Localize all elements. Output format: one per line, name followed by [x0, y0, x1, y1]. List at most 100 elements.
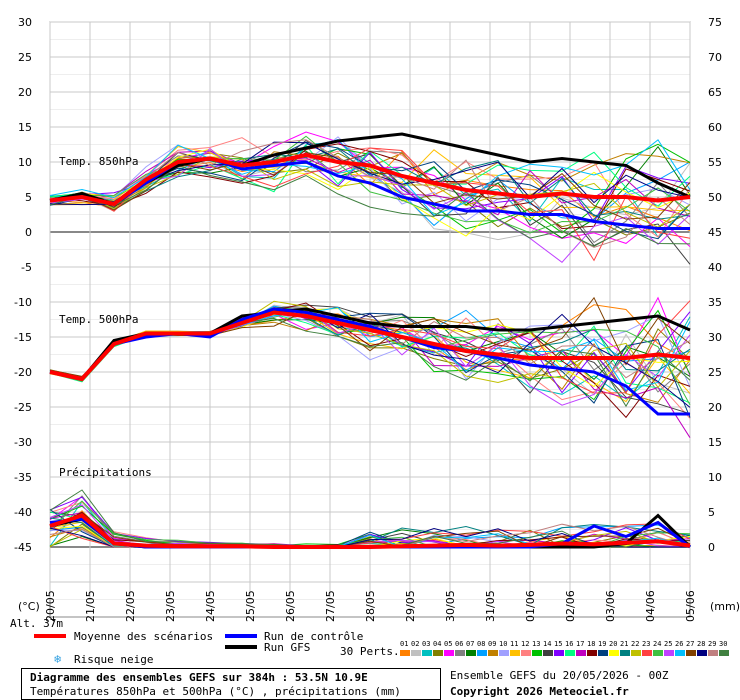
pert-number: 28	[697, 640, 705, 648]
pert-number: 07	[466, 640, 474, 648]
pert-swatch	[488, 650, 498, 656]
y-tick-right: 10	[708, 471, 722, 484]
label-precip: Précipitations	[59, 466, 152, 479]
y-tick-left: -15	[14, 331, 32, 344]
y-tick-right: 45	[708, 226, 722, 239]
pert-number: 02	[411, 640, 419, 648]
x-tick-label: 25/05	[244, 590, 257, 622]
y-tick-left: -20	[14, 366, 32, 379]
y-tick-left: -25	[14, 401, 32, 414]
pert-number: 23	[642, 640, 650, 648]
y-tick-right: 65	[708, 86, 722, 99]
footer-title-box: Diagramme des ensembles GEFS sur 384h : …	[21, 668, 441, 700]
pert-swatch	[499, 650, 509, 656]
right-axis-unit: (mm)	[710, 600, 740, 613]
series_500-mean-line	[49, 310, 691, 382]
pert-number: 29	[708, 640, 716, 648]
pert-number: 10	[499, 640, 507, 648]
series_500-control-line	[49, 307, 690, 416]
member-precip-line	[49, 512, 691, 548]
axis-ticks: 20/05 21/05 22/05 23/05 24/05 25/05 26/05 27/05…	[14, 16, 722, 622]
pert-swatch	[411, 650, 421, 656]
y-tick-left: 25	[18, 51, 32, 64]
copyright: Copyright 2026 Meteociel.fr	[450, 685, 629, 698]
y-tick-left: 30	[18, 16, 32, 29]
pert-number: 04	[433, 640, 441, 648]
legend-gfs-label: Run GFS	[264, 641, 310, 654]
pert-swatch	[587, 650, 597, 656]
snowflake-icon: ❄	[54, 652, 61, 666]
pert-number: 12	[521, 640, 529, 648]
pert-swatch	[400, 650, 410, 656]
member-850-line	[49, 164, 691, 247]
pert-swatch	[532, 650, 542, 656]
x-tick-label: 28/05	[364, 590, 377, 622]
pert-swatch	[565, 650, 575, 656]
pert-swatch	[664, 650, 674, 656]
run-info: Ensemble GEFS du 20/05/2026 - 00Z	[450, 669, 669, 682]
legend-control-label: Run de contrôle	[264, 630, 363, 643]
y-tick-left: -10	[14, 296, 32, 309]
y-tick-left: -40	[14, 506, 32, 519]
y-tick-left: 20	[18, 86, 32, 99]
x-tick-label: 01/06	[524, 590, 537, 622]
label-temp-500: Temp. 500hPa	[59, 313, 138, 326]
member-850-line	[49, 139, 691, 248]
pert-number: 03	[422, 640, 430, 648]
altitude-label: Alt. 37m	[10, 617, 63, 630]
x-tick-label: 02/06	[564, 590, 577, 622]
pert-number: 15	[554, 640, 562, 648]
pert-swatch	[466, 650, 476, 656]
pert-number: 18	[587, 640, 595, 648]
pert-number: 14	[543, 640, 551, 648]
x-tick-label: 04/06	[644, 590, 657, 622]
pert-number: 24	[653, 640, 661, 648]
pert-swatch	[455, 650, 465, 656]
pert-number: 30	[719, 640, 727, 648]
pert-number: 13	[532, 640, 540, 648]
y-tick-right: 0	[708, 541, 715, 554]
pert-swatch	[598, 650, 608, 656]
pert-number: 16	[565, 640, 573, 648]
x-tick-label: 30/05	[444, 590, 457, 622]
y-tick-left: -35	[14, 471, 32, 484]
pert-number: 19	[598, 640, 606, 648]
pert-swatch	[653, 650, 663, 656]
y-tick-left: 5	[25, 191, 32, 204]
pert-swatches: 01 02 03 04 05 06 07 08 09 10 11 12 13 14 15 16 17 18 19 20…	[400, 640, 729, 656]
legend-mean-label: Moyenne des scénarios	[74, 630, 213, 643]
x-tick-label: 03/06	[604, 590, 617, 622]
x-tick-label: 22/05	[124, 590, 137, 622]
pert-number: 05	[444, 640, 452, 648]
y-tick-right: 60	[708, 121, 722, 134]
pert-swatch	[609, 650, 619, 656]
member-850-line	[49, 150, 691, 217]
series_precip-mean-line	[49, 513, 691, 549]
pert-swatch	[521, 650, 531, 656]
pert-swatch	[422, 650, 432, 656]
pert-swatch	[708, 650, 718, 656]
x-tick-label: 26/05	[284, 590, 297, 622]
pert-number: 01	[400, 640, 408, 648]
y-tick-left: -45	[14, 541, 32, 554]
y-tick-right: 50	[708, 191, 722, 204]
pert-number: 08	[477, 640, 485, 648]
y-tick-left: 0	[25, 226, 32, 239]
member-850-line	[49, 147, 691, 263]
pert-swatch	[554, 650, 564, 656]
main-series	[49, 132, 692, 549]
y-tick-left: 10	[18, 156, 32, 169]
pert-swatch	[477, 650, 487, 656]
pert-swatch	[620, 650, 630, 656]
pert-swatch	[642, 650, 652, 656]
pert-swatch	[444, 650, 454, 656]
y-tick-right: 40	[708, 261, 722, 274]
x-tick-label: 23/05	[164, 590, 177, 622]
grid	[49, 21, 691, 618]
pert-number: 17	[576, 640, 584, 648]
x-tick-label: 29/05	[404, 590, 417, 622]
y-tick-left: -30	[14, 436, 32, 449]
y-tick-right: 25	[708, 366, 722, 379]
pert-swatch	[433, 650, 443, 656]
